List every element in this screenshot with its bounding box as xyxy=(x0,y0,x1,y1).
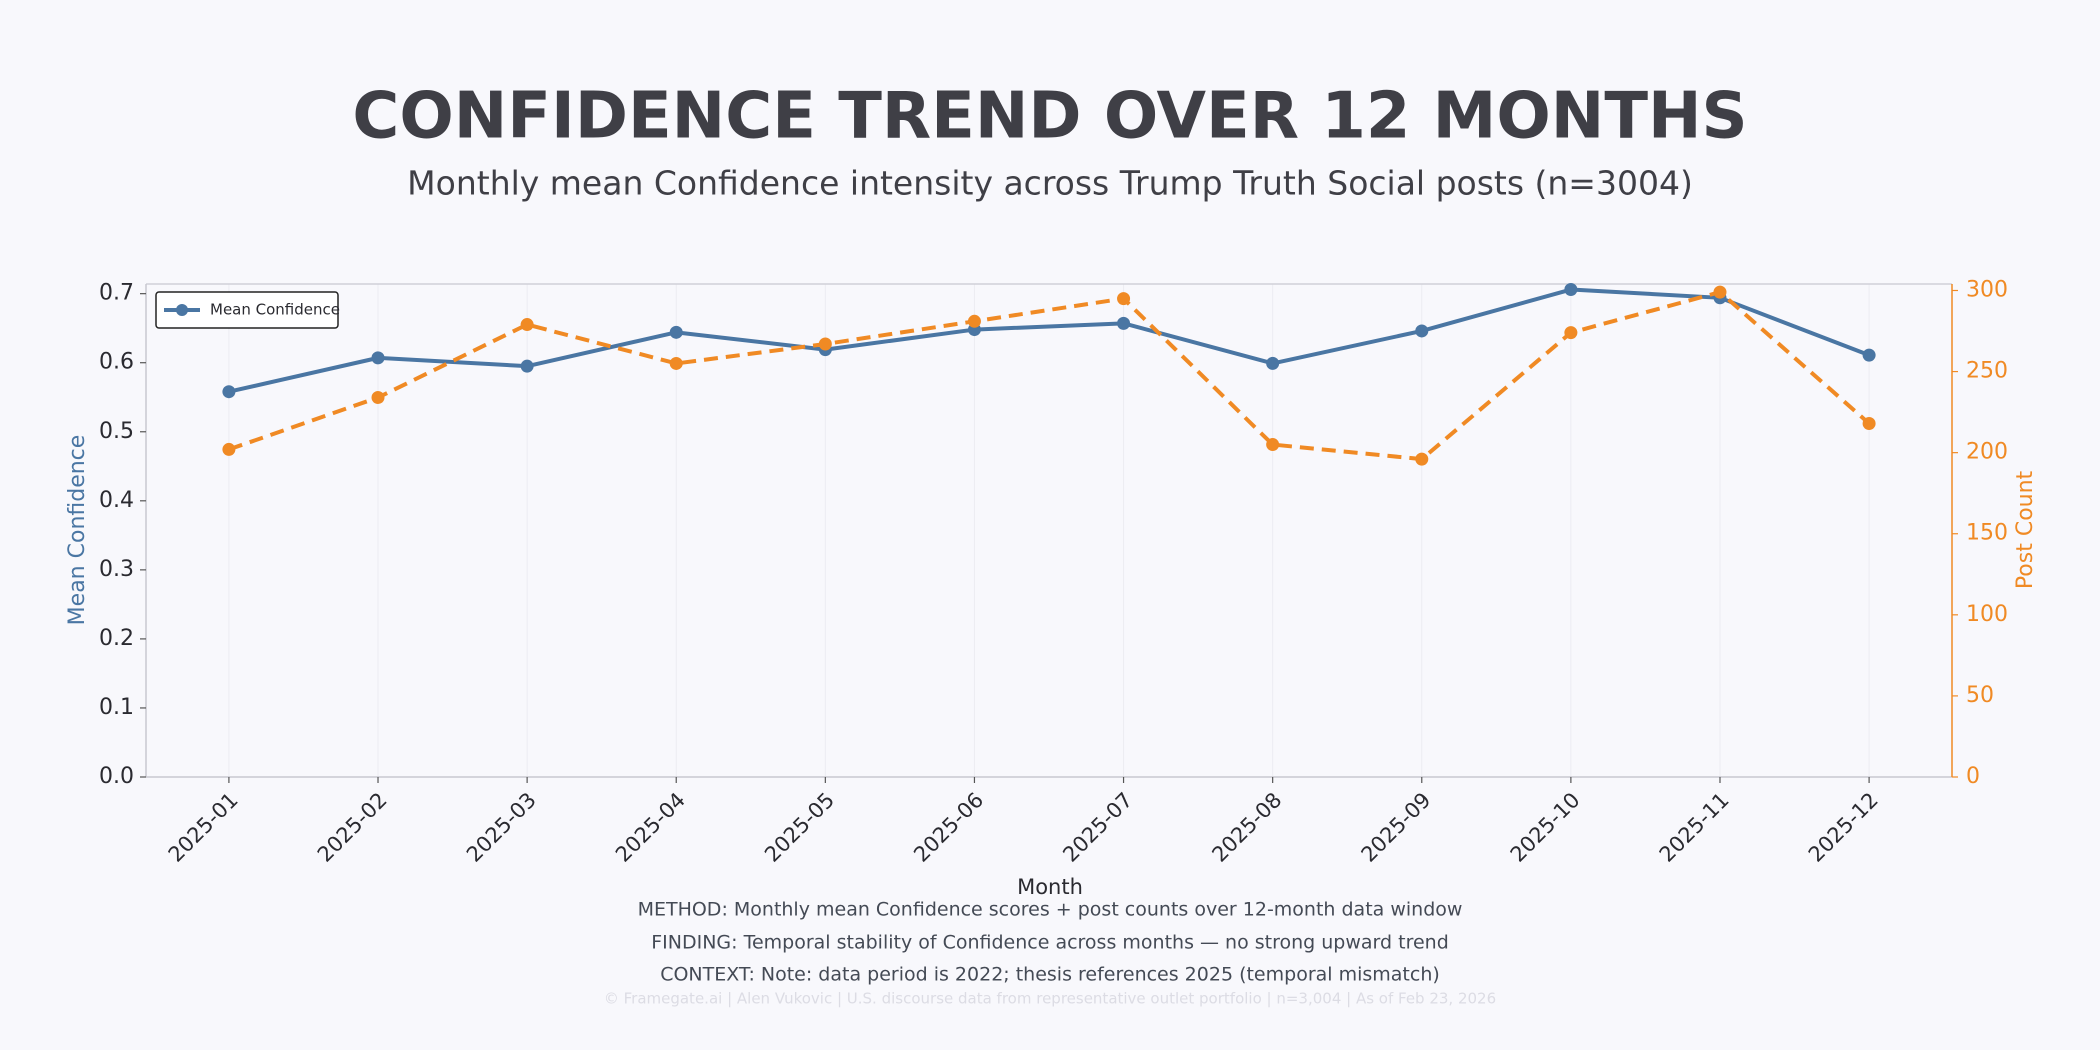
y2-axis-label: Post Count xyxy=(2013,470,2038,589)
y2-tick-label: 100 xyxy=(1966,602,2008,627)
data-point xyxy=(1117,292,1131,306)
y-tick-label: 0.7 xyxy=(99,281,134,306)
data-point xyxy=(669,356,683,370)
y-tick-label: 0.3 xyxy=(99,557,134,582)
series-line xyxy=(228,290,1871,462)
y2-tick-label: 0 xyxy=(1966,764,1980,789)
data-point xyxy=(1266,438,1280,452)
data-point xyxy=(1415,452,1429,466)
data-point xyxy=(1862,416,1876,430)
y-tick-label: 0.5 xyxy=(99,419,134,444)
y-tick-label: 0.1 xyxy=(99,695,134,720)
y-tick-label: 0.2 xyxy=(99,626,134,651)
chart-title: CONFIDENCE TREND OVER 12 MONTHS xyxy=(352,80,1747,154)
footer: © Framegate.ai | Alen Vukovic | U.S. dis… xyxy=(604,990,1496,1008)
note: CONTEXT: Note: data period is 2022; thes… xyxy=(660,964,1440,986)
data-point xyxy=(1862,348,1876,362)
y2-tick-label: 50 xyxy=(1966,683,1994,708)
data-point xyxy=(1415,324,1429,338)
data-point xyxy=(1713,285,1727,299)
y-axis-label: Mean Confidence xyxy=(65,435,90,626)
data-point xyxy=(1117,316,1131,330)
data-point xyxy=(222,442,236,456)
y2-tick-label: 250 xyxy=(1966,359,2008,384)
y2-tick-label: 150 xyxy=(1966,521,2008,546)
y2-tick-label: 300 xyxy=(1966,277,2008,302)
y2-tick-label: 200 xyxy=(1966,440,2008,465)
data-point xyxy=(371,351,385,365)
legend-box xyxy=(155,291,339,329)
data-point xyxy=(669,325,683,339)
data-point xyxy=(520,318,534,332)
data-point xyxy=(520,359,534,373)
data-point xyxy=(1564,326,1578,340)
data-point xyxy=(222,385,236,399)
note: FINDING: Temporal stability of Confidenc… xyxy=(651,932,1449,954)
chart-subtitle: Monthly mean Confidence intensity across… xyxy=(407,164,1693,203)
series-line xyxy=(228,287,1870,394)
data-point xyxy=(818,337,832,351)
y-tick-label: 0.4 xyxy=(99,488,134,513)
data-point xyxy=(1564,283,1578,297)
y-tick-label: 0.6 xyxy=(99,350,134,375)
y-tick-label: 0.0 xyxy=(99,764,134,789)
data-point xyxy=(967,314,981,328)
note: METHOD: Monthly mean Confidence scores +… xyxy=(638,899,1463,921)
legend-label: Mean Confidence xyxy=(210,301,340,319)
data-point xyxy=(371,391,385,405)
x-axis-label: Month xyxy=(1017,875,1083,899)
data-point xyxy=(1266,356,1280,370)
legend-swatch xyxy=(176,304,188,316)
